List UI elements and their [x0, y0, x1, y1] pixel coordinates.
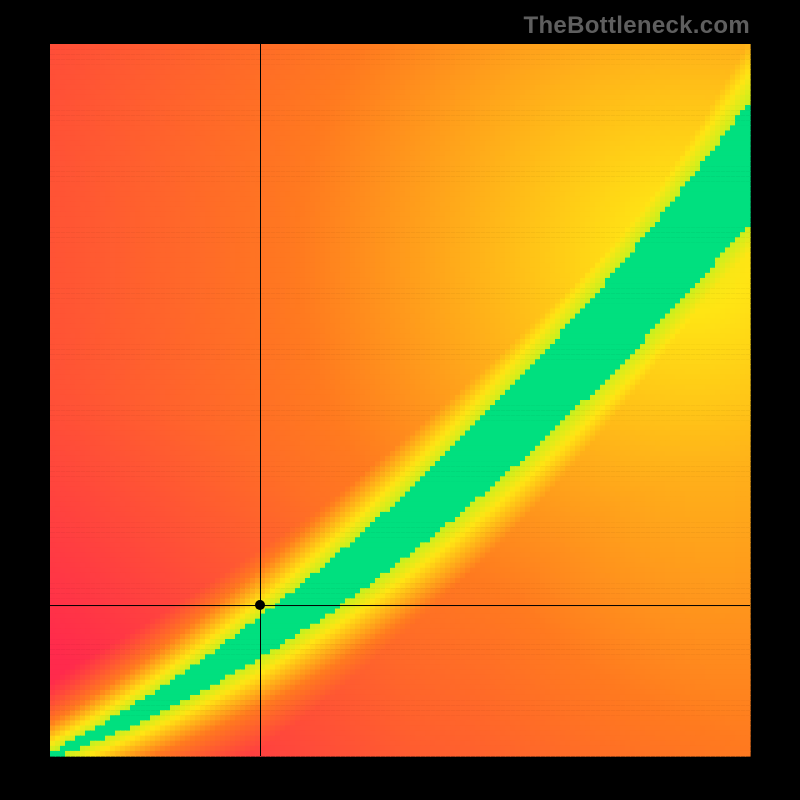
watermark-text: TheBottleneck.com — [524, 12, 750, 40]
bottleneck-heatmap-canvas — [0, 0, 800, 800]
chart-container: TheBottleneck.com — [0, 0, 800, 800]
